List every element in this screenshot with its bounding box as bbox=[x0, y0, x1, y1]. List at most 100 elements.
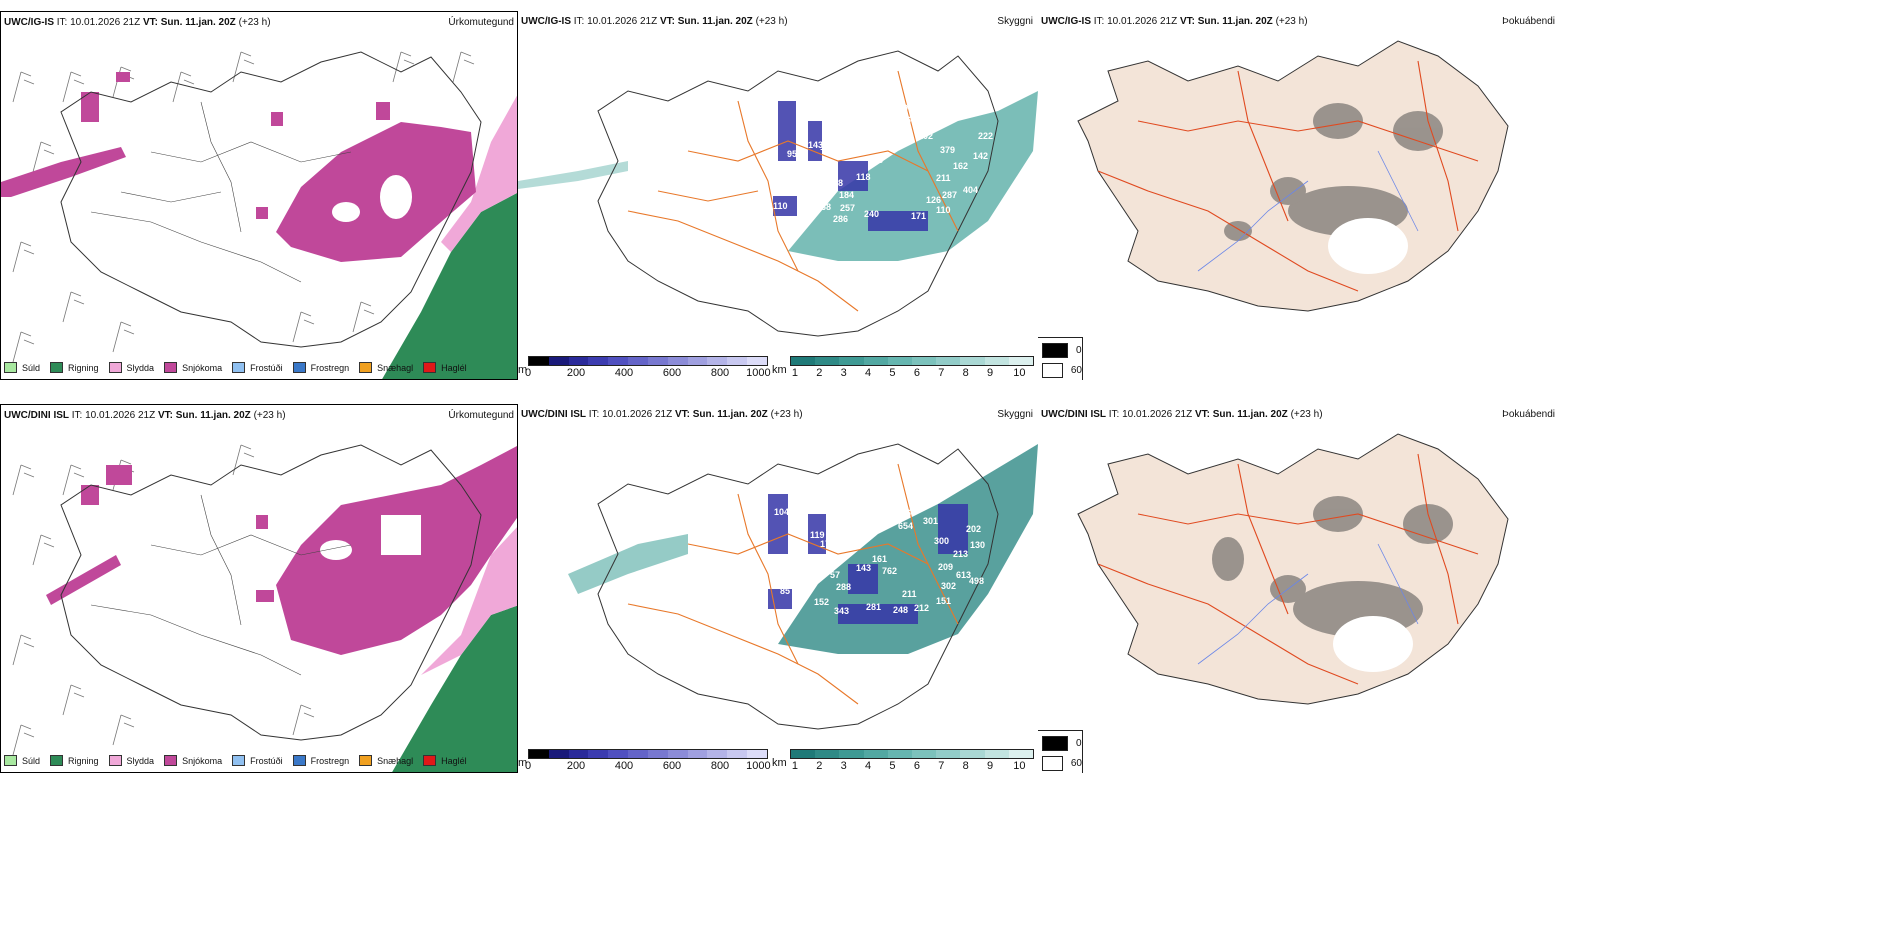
svg-text:82: 82 bbox=[792, 549, 802, 559]
svg-text:143: 143 bbox=[856, 563, 871, 573]
ceiling-unit: m bbox=[518, 364, 528, 376]
svg-text:110: 110 bbox=[773, 201, 788, 211]
road-network bbox=[627, 70, 959, 312]
panel-header: UWC/IG-IS IT: 10.01.2026 21Z VT: Sun. 11… bbox=[521, 16, 788, 27]
legend-item: Súld bbox=[4, 362, 40, 373]
iceland-outline bbox=[60, 444, 482, 741]
precip-legend: Súld Rigning Slydda Snjókoma Frostúði Fr… bbox=[4, 362, 477, 373]
svg-text:119: 119 bbox=[810, 530, 825, 540]
svg-text:109: 109 bbox=[568, 592, 583, 602]
road-network bbox=[1097, 453, 1479, 685]
svg-text:240: 240 bbox=[864, 209, 879, 219]
svg-text:130: 130 bbox=[970, 540, 985, 550]
road-network bbox=[90, 101, 352, 283]
svg-text:203: 203 bbox=[890, 496, 905, 506]
visibility-colorbar: 1 2 3 4 5 6 7 8 9 10 bbox=[790, 749, 1034, 772]
svg-text:281: 281 bbox=[866, 602, 881, 612]
wind-barbs bbox=[12, 444, 315, 756]
legend-item: Snæhagl bbox=[359, 755, 413, 766]
svg-text:287: 287 bbox=[942, 190, 957, 200]
cloud-panel-ig: UWC/IG-IS IT: 10.01.2026 21Z VT: Sun. 11… bbox=[518, 11, 1038, 380]
svg-text:212: 212 bbox=[914, 603, 929, 613]
svg-text:81: 81 bbox=[791, 161, 801, 171]
svg-text:95: 95 bbox=[787, 149, 797, 159]
legend-item: Súld bbox=[4, 755, 40, 766]
panel-title: Þokuábendi bbox=[1502, 16, 1555, 27]
panel-title: Skyggni bbox=[997, 16, 1033, 27]
rain-area bbox=[392, 605, 517, 772]
ceiling-labels: 219 306 145 102 222 379 162 142 95 143 1… bbox=[773, 103, 993, 224]
visibility-unit: km bbox=[772, 757, 787, 769]
precip-map bbox=[1, 51, 517, 379]
precip-type-panel-dini: UWC/DINI ISL IT: 10.01.2026 21Z VT: Sun.… bbox=[0, 404, 518, 773]
snow-areas bbox=[1, 72, 476, 262]
svg-text:104: 104 bbox=[774, 507, 789, 517]
svg-text:248: 248 bbox=[893, 605, 908, 615]
fog-legend: 0 60 bbox=[1038, 730, 1083, 773]
rivers bbox=[1197, 543, 1419, 665]
rivers bbox=[1197, 150, 1419, 272]
svg-text:211: 211 bbox=[902, 589, 917, 599]
svg-text:85: 85 bbox=[780, 586, 790, 596]
svg-text:197: 197 bbox=[820, 142, 835, 152]
ceiling-labels: 203 256 654 301 202 300 213 130 104 119 … bbox=[568, 496, 985, 616]
rain-area bbox=[382, 193, 517, 379]
sleet-area bbox=[421, 527, 517, 675]
svg-text:257: 257 bbox=[840, 203, 855, 213]
legend-item: Frostúði bbox=[232, 362, 283, 373]
fog-legend: 0 60 bbox=[1038, 337, 1083, 380]
svg-text:498: 498 bbox=[969, 576, 984, 586]
panel-title: Úrkomutegund bbox=[448, 17, 514, 28]
legend-item: Slydda bbox=[108, 755, 154, 766]
legend-item: Snjókoma bbox=[164, 362, 222, 373]
svg-text:219: 219 bbox=[893, 103, 908, 113]
ceiling-areas bbox=[768, 494, 968, 624]
svg-text:110: 110 bbox=[936, 205, 951, 215]
wind-barbs bbox=[12, 51, 475, 363]
svg-text:153: 153 bbox=[868, 155, 883, 165]
legend-item: Snjókoma bbox=[164, 755, 222, 766]
panel-title: Þokuábendi bbox=[1502, 409, 1555, 420]
panel-header: UWC/DINI ISL IT: 10.01.2026 21Z VT: Sun.… bbox=[521, 409, 803, 420]
legend-item: Haglél bbox=[423, 362, 467, 373]
svg-text:211: 211 bbox=[936, 173, 951, 183]
panel-header: UWC/IG-IS IT: 10.01.2026 21Z VT: Sun. 11… bbox=[4, 17, 271, 28]
ceiling-unit: m bbox=[518, 757, 528, 769]
svg-text:184: 184 bbox=[839, 190, 854, 200]
svg-text:151: 151 bbox=[936, 596, 951, 606]
fog-map bbox=[1077, 433, 1509, 705]
iceland-land bbox=[1077, 40, 1509, 312]
legend-item: Slydda bbox=[108, 362, 154, 373]
iceland-outline bbox=[60, 51, 482, 348]
road-network bbox=[627, 463, 959, 705]
precip-map bbox=[12, 444, 517, 772]
ceiling-areas bbox=[773, 101, 928, 231]
visibility-area bbox=[788, 91, 1038, 261]
iceland-outline bbox=[597, 50, 999, 337]
ceiling-colorbar: 0 200 400 600 800 1000 bbox=[525, 749, 771, 772]
svg-text:142: 142 bbox=[973, 151, 988, 161]
panel-header: UWC/DINI ISL IT: 10.01.2026 21Z VT: Sun.… bbox=[1041, 409, 1323, 420]
cloud-map: 203 256 654 301 202 300 213 130 104 119 … bbox=[568, 443, 1038, 730]
sleet-area bbox=[441, 95, 517, 252]
svg-text:173: 173 bbox=[820, 539, 835, 549]
svg-text:126: 126 bbox=[926, 195, 941, 205]
ceiling-colorbar: 0 200 400 600 800 1000 bbox=[525, 356, 771, 379]
legend-item: Frostúði bbox=[232, 755, 283, 766]
svg-text:145: 145 bbox=[938, 113, 953, 123]
iceland-outline bbox=[597, 443, 999, 730]
panel-title: Skyggni bbox=[997, 409, 1033, 420]
svg-text:306: 306 bbox=[896, 115, 911, 125]
precip-legend: Súld Rigning Slydda Snjókoma Frostúði Fr… bbox=[4, 755, 477, 766]
cloud-map: 219 306 145 102 222 379 162 142 95 143 1… bbox=[518, 50, 1038, 337]
svg-text:213: 213 bbox=[953, 549, 968, 559]
svg-text:288: 288 bbox=[836, 582, 851, 592]
visibility-colorbar: 1 2 3 4 5 6 7 8 9 10 bbox=[790, 356, 1034, 379]
svg-text:118: 118 bbox=[856, 172, 871, 182]
svg-text:186: 186 bbox=[852, 530, 867, 540]
legend-item: Frostregn bbox=[292, 362, 349, 373]
snow-areas bbox=[46, 446, 517, 655]
panel-header: UWC/IG-IS IT: 10.01.2026 21Z VT: Sun. 11… bbox=[1041, 16, 1308, 27]
svg-text:171: 171 bbox=[911, 211, 926, 221]
panel-header: UWC/DINI ISL IT: 10.01.2026 21Z VT: Sun.… bbox=[4, 410, 286, 421]
